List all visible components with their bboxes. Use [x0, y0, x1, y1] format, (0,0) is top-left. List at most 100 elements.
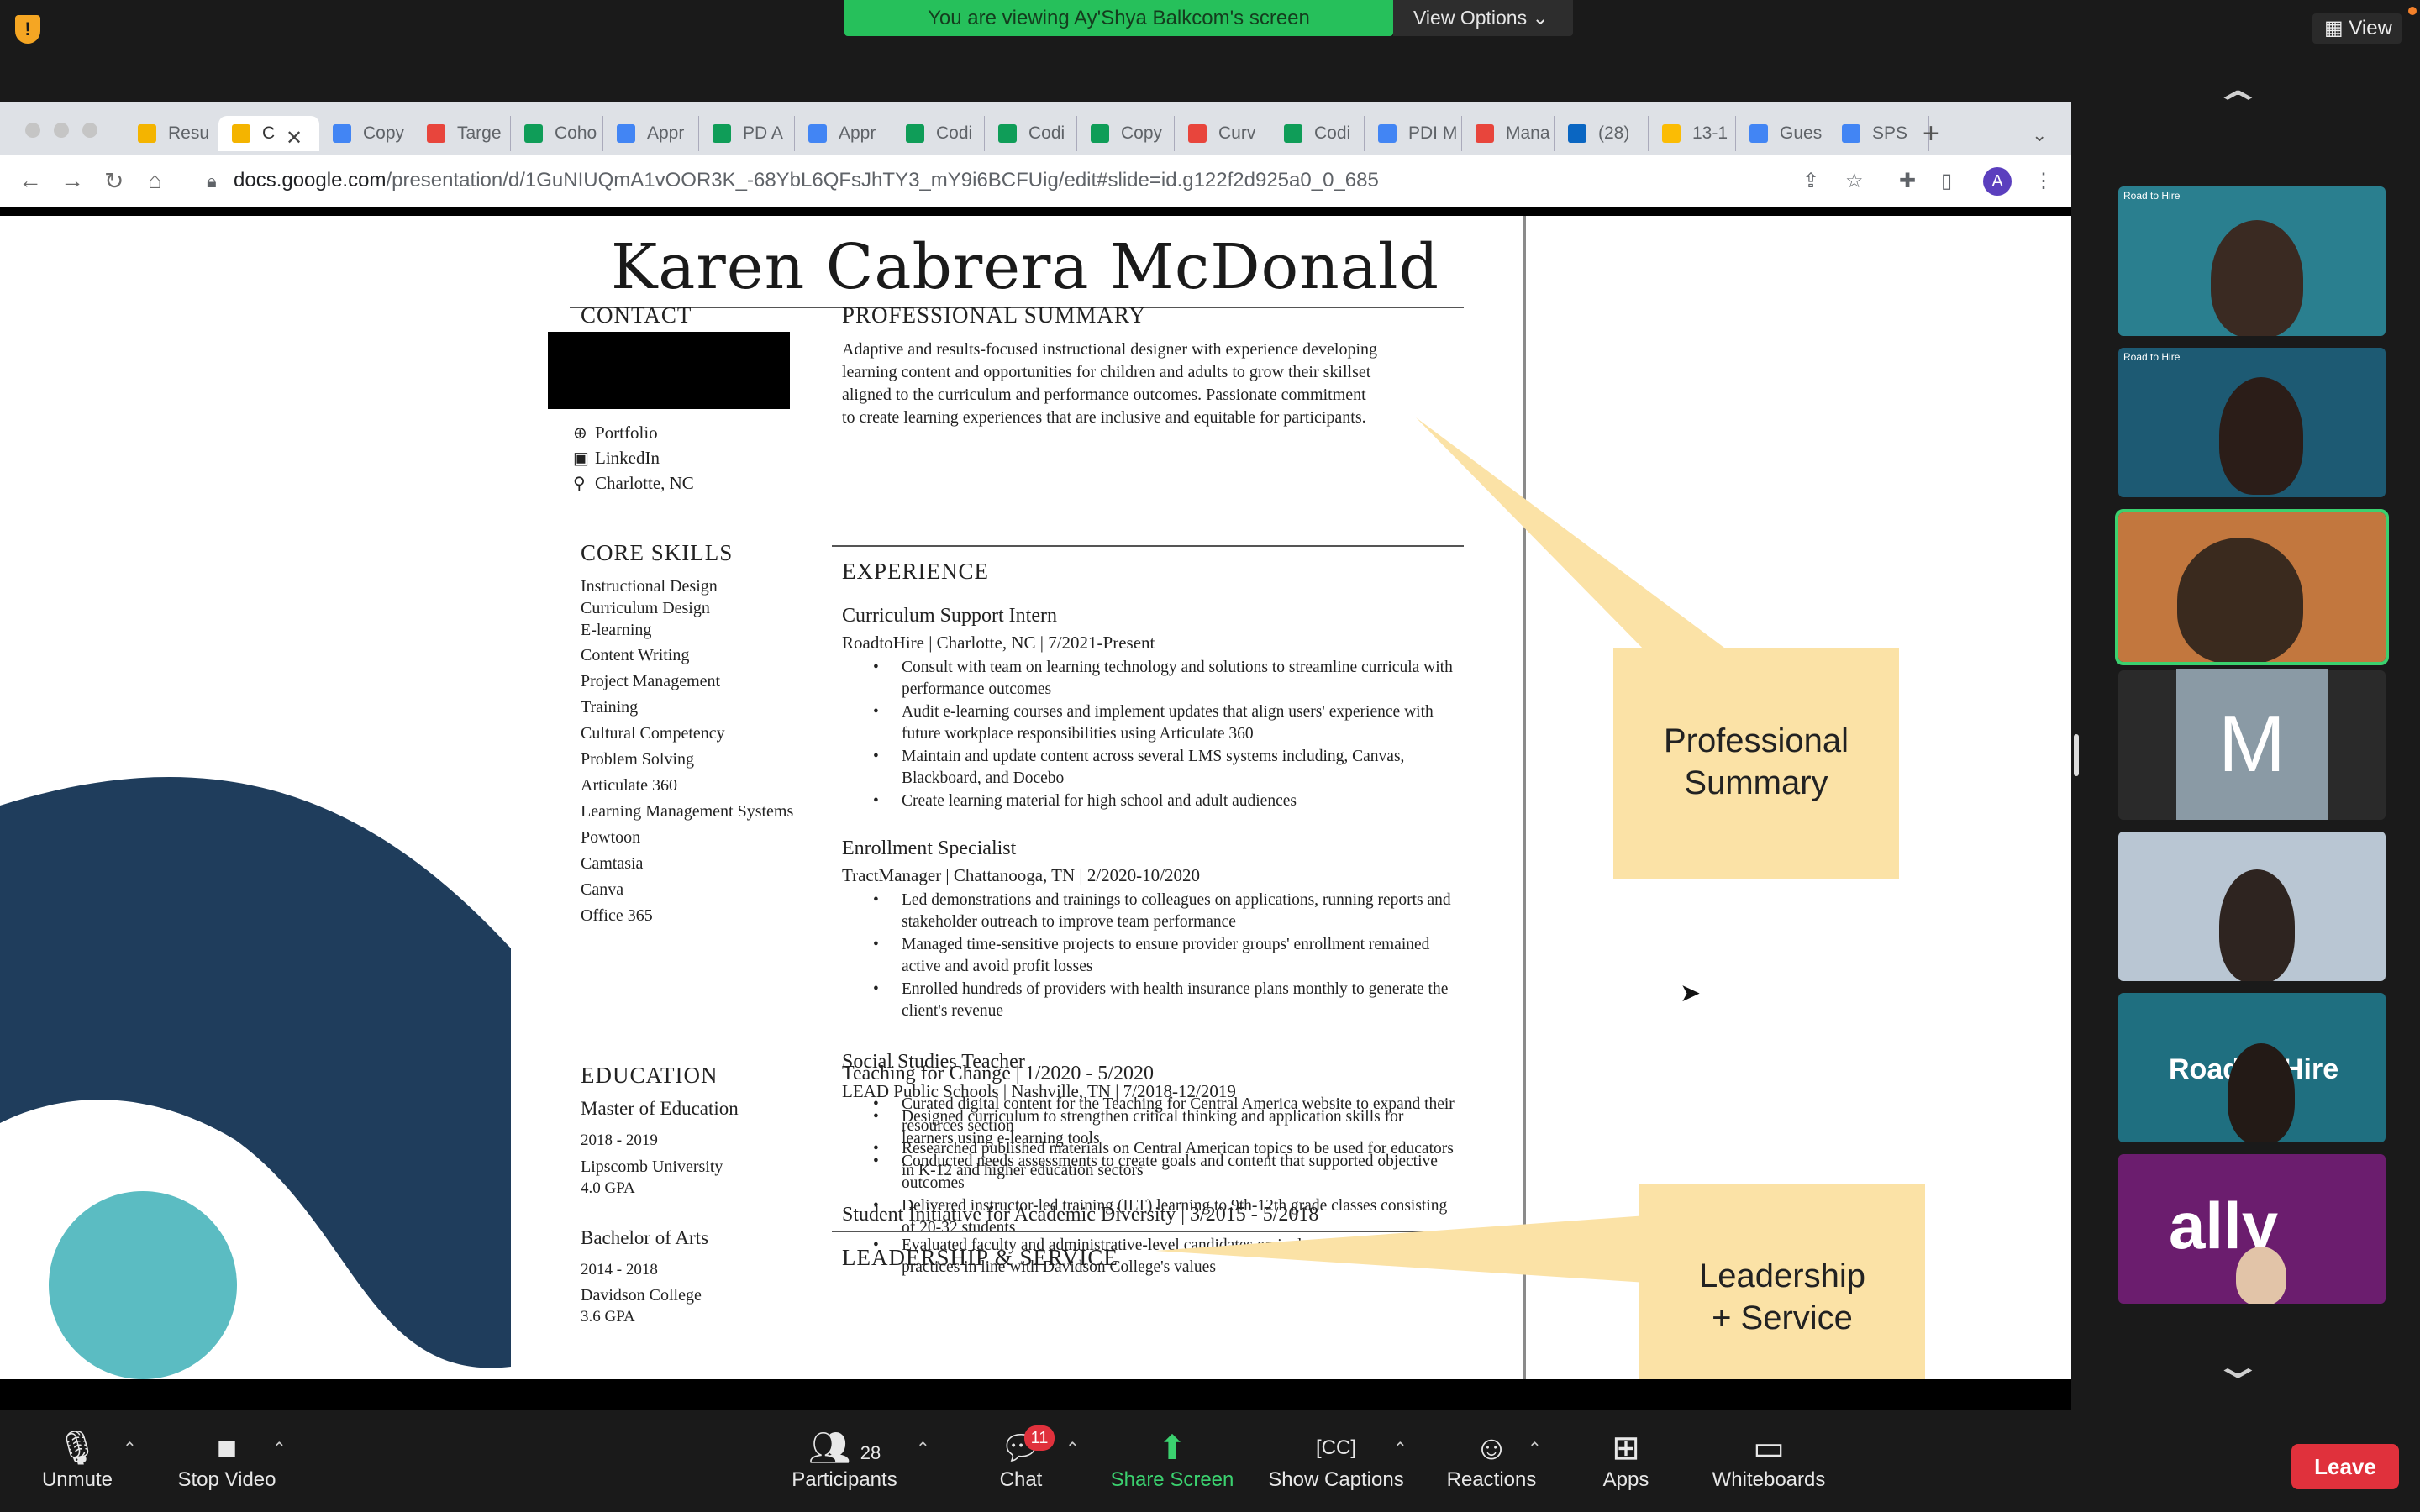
leave-button[interactable]: Leave — [2291, 1444, 2399, 1489]
browser-tab[interactable]: (28) — [1555, 116, 1649, 151]
browser-tab[interactable]: Codi — [985, 116, 1077, 151]
tab-label: Curv — [1218, 123, 1256, 143]
browser-tab[interactable]: PDI M — [1365, 116, 1462, 151]
show-captions-button[interactable]: [CC] Show Captions — [1260, 1428, 1412, 1492]
browser-tab[interactable]: Copy — [1077, 116, 1175, 151]
callout-pointers — [1155, 417, 1731, 1283]
participant-tile-5[interactable] — [2118, 832, 2386, 981]
muted-mic-icon: 🎙︎ — [55, 1430, 99, 1467]
browser-tab[interactable]: 13-1 — [1649, 116, 1736, 151]
share-screen-label: Share Screen — [1110, 1468, 1234, 1491]
participant-video-6 — [2228, 1043, 2295, 1142]
tab-label: Copy — [1121, 123, 1163, 143]
share-icon[interactable]: ⇪ — [1802, 170, 1820, 192]
chat-caret-icon[interactable]: ⌃ — [1065, 1440, 1080, 1458]
unmute-button[interactable]: 🎙︎ Unmute — [35, 1428, 119, 1492]
meeting-toolbar — [0, 1410, 2420, 1512]
minimize-window-dot[interactable] — [54, 123, 69, 138]
contact-portfolio[interactable]: ⊕ Portfolio — [573, 423, 658, 444]
stop-video-button[interactable]: ■ Stop Video — [168, 1428, 286, 1492]
back-icon[interactable]: ← — [18, 167, 42, 193]
edu-degree-1: Master of Education — [581, 1098, 739, 1119]
maximize-window-dot[interactable] — [82, 123, 97, 138]
reload-icon[interactable]: ↻ — [104, 168, 124, 194]
leadership-bullet: Curated digital content for the Teaching… — [873, 1094, 1456, 1137]
tab-label: Appr — [647, 123, 685, 143]
participant-tile-7[interactable]: ally — [2118, 1154, 2386, 1304]
browser-tab[interactable]: PD A — [699, 116, 795, 151]
address-bar: ← → ↻ ⌂ 🔒︎ docs.google.com/presentation/… — [0, 155, 2071, 207]
participant-video-5 — [2219, 869, 2295, 981]
video-options-caret-icon[interactable]: ⌃ — [272, 1440, 287, 1458]
notification-dot — [2408, 7, 2417, 15]
kebab-menu-icon[interactable]: ⋮ — [2033, 170, 2054, 192]
participant-tile-6[interactable]: Road to Hire — [2118, 993, 2386, 1142]
participant-tile-2[interactable]: Road to Hire — [2118, 348, 2386, 497]
browser-tab[interactable]: Curv — [1175, 116, 1270, 151]
apps-button[interactable]: ⊞ Apps — [1597, 1428, 1655, 1492]
resume-slide: Karen Cabrera McDonald CONTACT ⊕ Portfoli… — [0, 216, 2071, 1379]
tab-search-chevron-icon[interactable]: ⌄ — [2032, 124, 2048, 145]
participant-tile-3-active-speaker[interactable] — [2115, 509, 2389, 665]
extensions-icon[interactable]: ✚ — [1899, 170, 1917, 192]
browser-tab[interactable]: C — [218, 116, 319, 151]
browser-tab[interactable]: Targe — [413, 116, 511, 151]
tab-favicon-icon — [1749, 124, 1768, 143]
job-title: Enrollment Specialist — [842, 837, 1017, 859]
job-meta: RoadtoHire | Charlotte, NC | 7/2021-Pres… — [842, 633, 1155, 653]
participant-tile-1[interactable]: Road to Hire — [2118, 186, 2386, 336]
participants-button[interactable]: 👥︎ 28 Participants — [781, 1428, 908, 1492]
share-screen-button[interactable]: ⬆︎ Share Screen — [1105, 1428, 1239, 1492]
view-options-button[interactable]: View Options ⌄ — [1393, 0, 1573, 36]
bookmark-star-icon[interactable]: ☆ — [1845, 170, 1864, 192]
job-title: Curriculum Support Intern — [842, 605, 1057, 627]
scroll-up-chevron-icon[interactable]: ⌃ — [2210, 85, 2266, 126]
participant-video-3 — [2177, 538, 2303, 662]
browser-tab[interactable]: Codi — [892, 116, 985, 151]
browser-tab[interactable]: Appr — [603, 116, 699, 151]
side-panel-icon[interactable]: ▯ — [1941, 170, 1953, 192]
forward-icon[interactable]: → — [60, 167, 84, 193]
browser-tab[interactable]: Mana — [1462, 116, 1555, 151]
skill-item: Curriculum Design — [581, 599, 710, 617]
view-button[interactable]: ▦ View — [2312, 13, 2402, 44]
scroll-down-chevron-icon[interactable]: ⌄ — [2210, 1345, 2266, 1386]
captions-caret-icon[interactable]: ⌃ — [1393, 1440, 1407, 1458]
home-icon[interactable]: ⌂ — [148, 167, 162, 193]
skill-item: Articulate 360 — [581, 776, 677, 795]
callout-leadership-line-1: Leadership — [1699, 1257, 1865, 1294]
browser-tab[interactable]: Copy — [319, 116, 413, 151]
whiteboard-icon: ▭ — [1753, 1430, 1785, 1467]
smiley-icon: ☺︎ — [1474, 1430, 1509, 1467]
view-options-label: View Options — [1413, 7, 1528, 29]
tab-favicon-icon — [232, 124, 250, 143]
browser-tab[interactable]: SPS — [1828, 116, 1929, 151]
browser-tab[interactable]: Codi — [1270, 116, 1365, 151]
participants-caret-icon[interactable]: ⌃ — [916, 1440, 930, 1458]
browser-tab[interactable]: Coho — [511, 116, 603, 151]
audio-options-caret-icon[interactable]: ⌃ — [123, 1440, 137, 1458]
show-captions-label: Show Captions — [1268, 1468, 1404, 1491]
reactions-button[interactable]: ☺︎ Reactions — [1437, 1428, 1546, 1492]
name-rule — [570, 307, 1464, 308]
lock-icon[interactable]: 🔒︎ — [207, 171, 217, 192]
security-shield-icon[interactable]: ! — [15, 15, 40, 44]
globe-icon: ⊕ — [573, 424, 587, 443]
browser-tab[interactable]: Resu — [124, 116, 218, 151]
profile-avatar[interactable]: A — [1983, 167, 2012, 196]
whiteboards-button[interactable]: ▭ Whiteboards — [1706, 1428, 1832, 1492]
browser-tab[interactable]: Gues — [1736, 116, 1828, 151]
browser-tab[interactable]: Appr — [795, 116, 892, 151]
map-pin-icon: ⚲ — [573, 475, 586, 493]
panel-resize-handle[interactable] — [2074, 734, 2079, 776]
new-tab-icon[interactable]: + — [1923, 118, 1939, 150]
core-skills-heading: CORE SKILLS — [581, 540, 734, 565]
contact-linkedin[interactable]: ▣ LinkedIn — [573, 448, 660, 469]
reactions-caret-icon[interactable]: ⌃ — [1528, 1440, 1542, 1458]
close-window-dot[interactable] — [25, 123, 40, 138]
job-bullet: Consult with team on learning technology… — [873, 657, 1456, 701]
url-field[interactable]: docs.google.com/presentation/d/1GuNIUQmA… — [234, 169, 1379, 192]
viewing-banner: You are viewing Ay'Shya Balkcom's screen — [844, 0, 1393, 36]
experience-heading: EXPERIENCE — [842, 559, 989, 584]
close-tab-icon[interactable]: ✕ — [286, 127, 303, 150]
